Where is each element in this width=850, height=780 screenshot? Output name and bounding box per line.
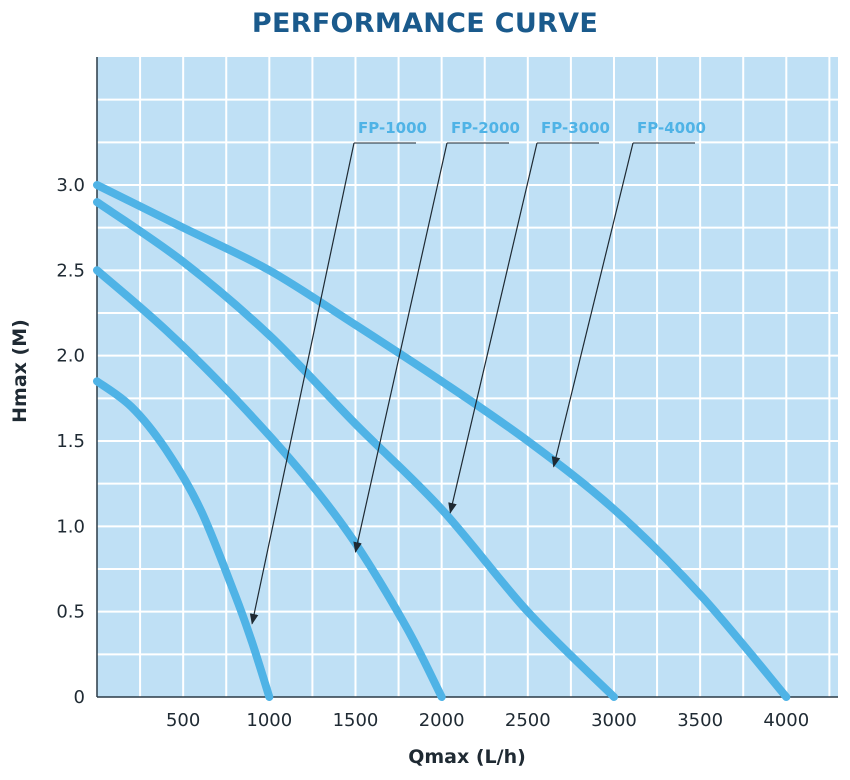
- y-tick-label: 1.5: [56, 431, 85, 452]
- leader-arrow-fp-2000: [353, 142, 448, 553]
- series-label-fp-3000: FP-3000: [541, 119, 610, 137]
- x-tick-label: 3000: [591, 710, 637, 731]
- chart-title: PERFORMANCE CURVE: [251, 8, 599, 39]
- y-axis-label: Hmax (M): [9, 319, 31, 423]
- x-tick-label: 2500: [505, 710, 551, 731]
- y-tick-label: 0: [74, 687, 85, 708]
- curve-fp-3000: [93, 198, 618, 701]
- x-tick-label: 500: [166, 710, 200, 731]
- y-tick-label: 0.5: [56, 602, 85, 623]
- x-axis-label: Qmax (L/h): [408, 746, 526, 768]
- series-label-fp-2000: FP-2000: [451, 119, 520, 137]
- x-tick-label: 4000: [763, 710, 809, 731]
- curve-fp-4000: [93, 181, 791, 701]
- series-label-fp-1000: FP-1000: [358, 119, 427, 137]
- leader-arrow-fp-3000: [448, 142, 538, 514]
- x-tick-label: 3500: [677, 710, 723, 731]
- curve-fp-2000: [93, 266, 446, 701]
- x-tick-label: 1500: [333, 710, 379, 731]
- y-tick-label: 2.0: [56, 346, 85, 367]
- curve-fp-1000: [93, 377, 274, 701]
- x-tick-label: 1000: [246, 710, 292, 731]
- y-tick-label: 1.0: [56, 516, 85, 537]
- leader-arrow-fp-4000: [551, 142, 634, 468]
- x-tick-label: 2000: [419, 710, 465, 731]
- y-tick-label: 3.0: [56, 175, 85, 196]
- series-label-fp-4000: FP-4000: [637, 119, 706, 137]
- leader-arrow-fp-1000: [249, 142, 355, 625]
- y-tick-label: 2.5: [56, 260, 85, 281]
- plot-background: [97, 57, 838, 697]
